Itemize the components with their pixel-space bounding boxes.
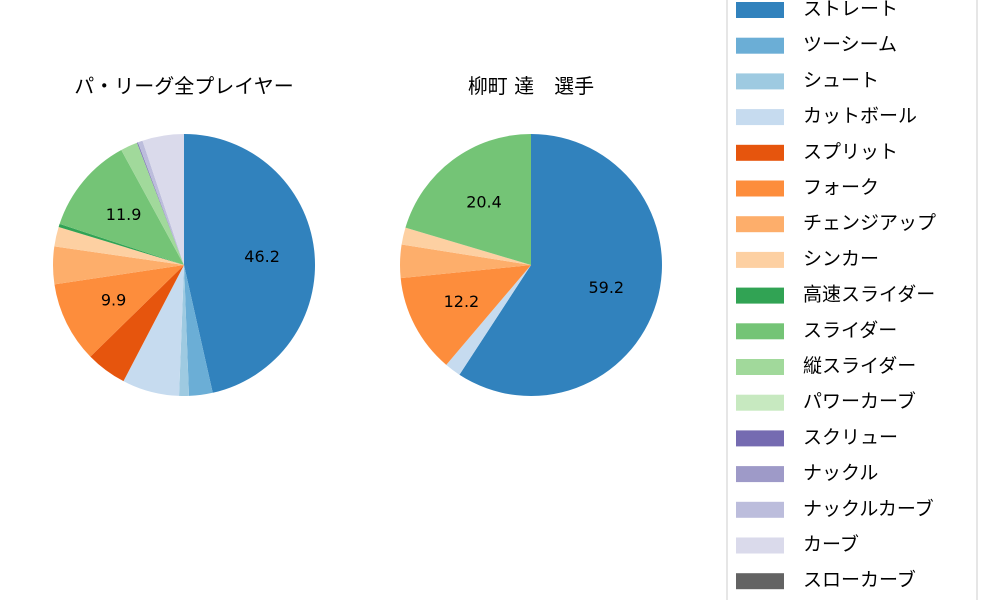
legend-item: スクリュー: [736, 426, 898, 448]
legend-swatch: [736, 144, 784, 161]
pie-slice: [137, 142, 184, 265]
legend-label: ストレート: [803, 0, 898, 20]
legend-swatch: [736, 287, 784, 304]
pie-slice: [184, 134, 316, 393]
legend-swatch: [736, 180, 784, 197]
legend-label: ツーシーム: [803, 34, 897, 56]
legend-item: シンカー: [736, 248, 879, 270]
legend-label: フォーク: [803, 177, 879, 199]
legend-swatch: [736, 394, 784, 411]
legend-label: カットボール: [803, 105, 917, 127]
legend-label: ナックルカーブ: [803, 497, 934, 520]
legend-item: スローカーブ: [736, 568, 916, 591]
legend-swatch: [736, 2, 784, 18]
legend-swatch: [736, 573, 784, 590]
legend-label: 縦スライダー: [803, 355, 916, 377]
pie-slice: [399, 244, 531, 279]
legend-label: スプリット: [803, 141, 898, 163]
legend-swatch: [736, 73, 784, 90]
pie-slice: [459, 134, 662, 396]
legend-swatch: [736, 37, 784, 54]
slice-value-label: 11.9: [106, 205, 142, 224]
pie-slice: [446, 265, 531, 375]
legend-swatch: [736, 430, 784, 447]
legend-swatch: [736, 251, 784, 268]
legend-item: カットボール: [736, 105, 917, 127]
legend-item: ツーシーム: [736, 34, 897, 56]
legend-label: スクリュー: [803, 426, 898, 448]
legend-swatch: [736, 466, 784, 483]
pie-slice: [401, 227, 531, 265]
pie-slice: [54, 265, 184, 357]
legend-swatch: [736, 216, 784, 233]
pie-slice: [405, 134, 531, 265]
pie-slice: [184, 265, 213, 396]
legend-item: フォーク: [736, 177, 879, 199]
slice-value-label: 46.2: [244, 247, 280, 266]
legend-item: ストレート: [736, 0, 898, 20]
legend-label: カーブ: [803, 533, 859, 556]
legend-label: シンカー: [803, 248, 879, 270]
legend-label: シュート: [803, 69, 879, 91]
legend-item: 高速スライダー: [736, 284, 935, 306]
pie-slice: [90, 265, 184, 382]
legend-item: ナックルカーブ: [736, 497, 934, 520]
legend-swatch: [736, 501, 784, 518]
league-pie-title: パ・リーグ全プレイヤー: [74, 74, 293, 98]
league-pie: パ・リーグ全プレイヤー 46.2 9.9 11.9: [52, 74, 316, 397]
legend-swatch: [736, 323, 784, 340]
legend-item: 縦スライダー: [736, 355, 916, 377]
legend-label: チェンジアップ: [803, 212, 936, 234]
pie-slice: [52, 246, 184, 285]
legend-item: カーブ: [736, 533, 859, 556]
legend: ストレートツーシームシュートカットボールスプリットフォークチェンジアップシンカー…: [726, 0, 978, 600]
legend-frame: [726, 0, 978, 600]
legend-item: チェンジアップ: [736, 212, 936, 234]
player-pie: 柳町 達 選手 59.2 12.2 20.4: [399, 74, 662, 396]
pie-slice: [121, 142, 184, 265]
pie-slice: [179, 265, 189, 397]
slice-value-label: 9.9: [101, 291, 126, 310]
slice-value-label: 12.2: [444, 292, 480, 311]
legend-swatch: [736, 109, 784, 126]
pie-slice: [54, 227, 184, 265]
pie-slice: [142, 134, 184, 265]
legend-label: スローカーブ: [803, 568, 916, 591]
legend-item: スプリット: [736, 141, 898, 163]
pie-slice: [58, 223, 185, 265]
slice-value-label: 20.4: [466, 193, 502, 212]
legend-item: シュート: [736, 69, 879, 91]
pie-slice: [59, 150, 185, 265]
legend-swatch: [736, 537, 784, 554]
legend-item: ナックル: [736, 462, 878, 484]
legend-item: スライダー: [736, 319, 897, 341]
legend-label: 高速スライダー: [803, 284, 935, 306]
legend-label: ナックル: [803, 462, 878, 484]
slice-value-label: 59.2: [588, 278, 624, 297]
pie-slice: [400, 265, 531, 365]
legend-label: スライダー: [803, 319, 897, 341]
pie-slice: [137, 140, 184, 265]
player-pie-title: 柳町 達 選手: [468, 74, 594, 98]
pie-slice: [123, 265, 184, 396]
legend-swatch: [736, 359, 784, 375]
legend-label: パワーカーブ: [803, 390, 916, 413]
legend-item: パワーカーブ: [736, 390, 916, 413]
